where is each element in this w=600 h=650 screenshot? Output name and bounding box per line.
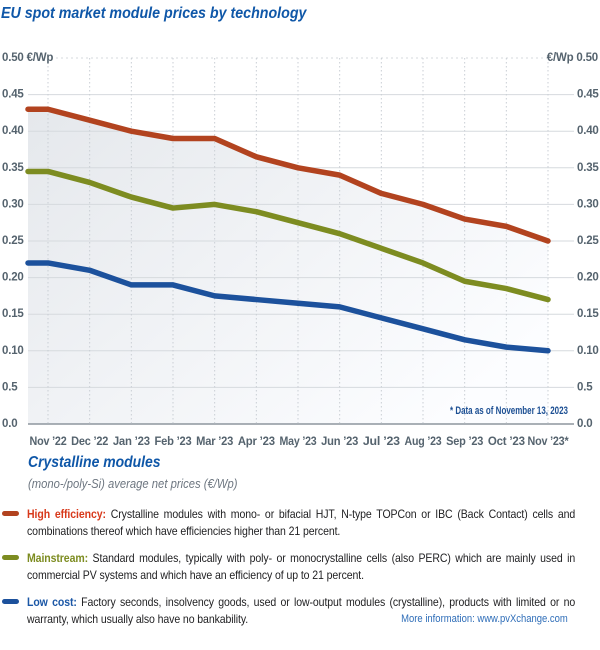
svg-text:Mar ’23: Mar ’23	[196, 436, 233, 448]
svg-text:0.15: 0.15	[577, 308, 599, 320]
svg-text:0.35: 0.35	[2, 162, 24, 174]
low-cost-line-icon	[2, 599, 19, 604]
svg-text:Aug ’23: Aug ’23	[405, 436, 442, 448]
svg-text:0.30: 0.30	[577, 198, 599, 210]
legend-item-text: High efficiency: Crystalline modules wit…	[27, 506, 575, 539]
y-axis-unit-left: 0.50 €/Wp	[2, 52, 53, 64]
svg-text:Jan ’23: Jan ’23	[113, 436, 150, 448]
legend-item-label: Low cost:	[27, 595, 77, 609]
svg-text:0.10: 0.10	[577, 345, 599, 357]
svg-text:Apr ’23: Apr ’23	[238, 436, 275, 448]
legend-heading: Crystalline modules	[28, 454, 161, 471]
svg-text:0.30: 0.30	[2, 198, 24, 210]
svg-text:Jul ’23: Jul ’23	[363, 436, 400, 448]
line-mainstream	[25, 168, 551, 303]
more-information-link[interactable]: More information: www.pvXchange.com	[401, 613, 568, 625]
series-lines	[25, 106, 551, 354]
svg-text:0.15: 0.15	[2, 308, 24, 320]
legend-subheading: (mono-/poly-Si) average net prices (€/Wp…	[28, 477, 238, 491]
svg-text:0.20: 0.20	[577, 272, 599, 284]
svg-text:0.45: 0.45	[2, 89, 24, 101]
svg-text:Sep ’23: Sep ’23	[446, 436, 483, 448]
svg-text:Jun ’23: Jun ’23	[321, 436, 358, 448]
legend-item-description: Factory seconds, insolvency goods, used …	[27, 595, 576, 626]
svg-text:0.40: 0.40	[577, 125, 599, 137]
svg-text:0.5: 0.5	[2, 381, 18, 393]
svg-text:0.0: 0.0	[577, 418, 592, 430]
legend-item-high-efficiency: High efficiency: Crystalline modules wit…	[2, 506, 600, 539]
svg-text:0.35: 0.35	[577, 162, 599, 174]
legend-item-mainstream: Mainstream: Standard modules, typically …	[2, 550, 600, 583]
svg-text:0.20: 0.20	[2, 272, 24, 284]
data-as-of-annotation: * Data as of November 13, 2023	[450, 405, 568, 417]
legend-item-label: Mainstream:	[27, 551, 89, 565]
high-efficiency-line-icon	[2, 511, 19, 516]
legend-item-description: Standard modules, typically with poly- o…	[27, 551, 576, 582]
legend-item-description: Crystalline modules with mono- or bifaci…	[27, 507, 576, 538]
area-fill	[28, 109, 548, 425]
legend-item-text: Low cost: Factory seconds, insolvency go…	[27, 594, 575, 627]
price-line-chart: 0.50 €/Wp €/Wp 0.50 0.45 0.45 0.40 0.40 0.35 0.…	[2, 52, 600, 448]
svg-text:0.0: 0.0	[2, 418, 17, 430]
mainstream-line-icon	[2, 555, 19, 560]
page-title: EU spot market module prices by technolo…	[1, 5, 307, 22]
legend-item-text: Mainstream: Standard modules, typically …	[27, 550, 575, 583]
svg-text:Dec ’22: Dec ’22	[71, 436, 108, 448]
svg-text:0.10: 0.10	[2, 345, 24, 357]
legend-item-label: High efficiency:	[27, 507, 106, 521]
svg-text:Nov ’23*: Nov ’23*	[528, 436, 570, 448]
svg-text:0.45: 0.45	[577, 89, 599, 101]
svg-text:May ’23: May ’23	[280, 436, 317, 448]
line-low-cost	[25, 260, 551, 354]
svg-text:0.25: 0.25	[577, 235, 599, 247]
svg-text:0.5: 0.5	[577, 381, 593, 393]
svg-text:Nov ’22: Nov ’22	[30, 436, 67, 448]
svg-text:0.40: 0.40	[2, 125, 24, 137]
svg-text:Oct ’23: Oct ’23	[488, 436, 525, 448]
svg-text:Feb ’23: Feb ’23	[155, 436, 192, 448]
svg-text:0.25: 0.25	[2, 235, 24, 247]
y-axis-unit-right: €/Wp 0.50	[547, 52, 598, 64]
gridlines	[28, 57, 574, 425]
legend-item-low-cost: Low cost: Factory seconds, insolvency go…	[2, 594, 600, 627]
y-axis-labels: 0.50 €/Wp €/Wp 0.50 0.45 0.45 0.40 0.40 0.35 0.…	[2, 52, 600, 430]
line-high-efficiency	[25, 106, 551, 244]
x-axis-labels: Nov ’22 Dec ’22 Jan ’23 Feb ’23 Mar ’23 Apr ’…	[30, 436, 570, 448]
